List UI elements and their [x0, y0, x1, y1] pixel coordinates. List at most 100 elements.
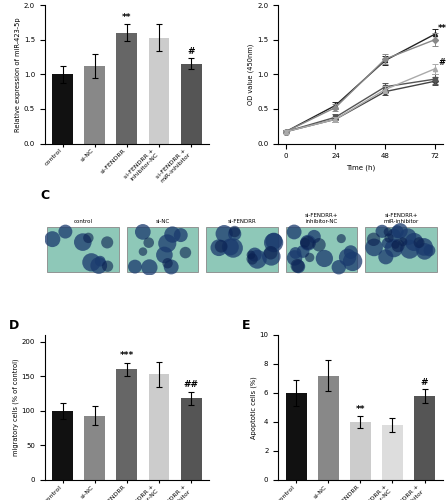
Point: [371, 244, 378, 252]
Point: [384, 228, 392, 236]
Point: [231, 228, 238, 235]
si-FENDRR + inhibitor-NC: [283, 129, 288, 135]
si-FENDRR: [432, 31, 438, 37]
control: [283, 129, 288, 135]
Text: ##: ##: [184, 380, 198, 390]
Point: [395, 242, 402, 250]
Text: A: A: [8, 0, 18, 2]
Point: [227, 243, 234, 251]
Text: E: E: [242, 319, 250, 332]
Bar: [414, 396, 435, 480]
Bar: [117, 370, 137, 480]
Point: [410, 238, 417, 246]
Point: [139, 228, 147, 236]
Point: [270, 237, 278, 245]
Text: **: **: [122, 12, 132, 22]
Bar: [365, 227, 437, 272]
si-FENDRR + miR-inhibitor: [432, 66, 438, 71]
Y-axis label: migratory cells (% of control): migratory cells (% of control): [12, 358, 19, 456]
Point: [182, 248, 189, 256]
Point: [301, 239, 308, 247]
Point: [164, 240, 171, 248]
Bar: [47, 227, 119, 272]
Point: [146, 264, 153, 272]
Point: [267, 248, 274, 256]
Point: [405, 232, 412, 240]
Point: [390, 232, 397, 239]
Point: [88, 258, 95, 266]
Point: [249, 255, 256, 263]
control: [333, 116, 338, 122]
Bar: [206, 227, 278, 272]
Text: si-FENDRR+
miR-inhibitor: si-FENDRR+ miR-inhibitor: [384, 213, 419, 224]
Point: [79, 238, 86, 246]
Point: [164, 259, 171, 267]
Point: [306, 254, 313, 262]
Point: [169, 230, 176, 238]
Point: [316, 241, 323, 249]
control: [432, 78, 438, 84]
si-FENDRR + miR-inhibitor: [383, 86, 388, 92]
Point: [392, 241, 399, 249]
Bar: [84, 416, 105, 480]
Bar: [181, 398, 202, 480]
Bar: [181, 64, 202, 144]
Text: si-NC: si-NC: [156, 219, 169, 224]
control: [383, 88, 388, 94]
Bar: [350, 422, 371, 480]
Point: [131, 262, 139, 270]
Point: [304, 239, 312, 247]
Point: [321, 254, 328, 262]
Point: [421, 243, 428, 251]
Text: **: **: [355, 406, 365, 414]
Point: [382, 253, 389, 261]
Point: [49, 235, 56, 243]
Line: si-FENDRR + inhibitor-NC: si-FENDRR + inhibitor-NC: [283, 38, 437, 134]
Point: [426, 246, 433, 254]
Point: [251, 250, 258, 258]
Point: [247, 251, 254, 259]
Point: [215, 244, 223, 252]
Y-axis label: Relative expression of miR-423-5p: Relative expression of miR-423-5p: [15, 17, 21, 132]
si-FENDRR: [383, 58, 388, 64]
si-FENDRR: [283, 129, 288, 135]
Point: [344, 254, 351, 262]
si-FENDRR + miR-inhibitor: [283, 129, 288, 135]
Point: [230, 244, 237, 252]
Point: [218, 242, 225, 250]
si-FENDRR + inhibitor-NC: [383, 56, 388, 62]
Point: [168, 263, 175, 271]
Point: [416, 238, 423, 246]
Point: [139, 248, 147, 256]
Point: [97, 257, 104, 265]
Bar: [318, 376, 339, 480]
Line: control: control: [283, 79, 437, 134]
Point: [304, 239, 312, 247]
si-NC: [432, 76, 438, 82]
Point: [294, 262, 301, 270]
si-FENDRR + inhibitor-NC: [333, 104, 338, 110]
Point: [349, 258, 356, 266]
Point: [337, 234, 345, 242]
Bar: [382, 425, 403, 480]
Text: **: **: [438, 24, 447, 32]
Bar: [127, 227, 198, 272]
Text: #: #: [438, 58, 445, 68]
Point: [396, 227, 404, 235]
Point: [95, 262, 102, 270]
Point: [161, 251, 168, 259]
Y-axis label: Apoptotic cells (%): Apoptotic cells (%): [250, 376, 257, 439]
Point: [104, 262, 111, 270]
si-FENDRR + inhibitor-NC: [432, 36, 438, 43]
Point: [311, 232, 318, 240]
Point: [394, 228, 401, 235]
Point: [390, 244, 397, 252]
Point: [406, 245, 413, 253]
Text: ***: ***: [120, 352, 134, 360]
Point: [254, 256, 261, 264]
Text: B: B: [249, 0, 258, 2]
Bar: [286, 393, 307, 480]
Text: C: C: [41, 190, 50, 202]
Line: si-NC: si-NC: [283, 77, 437, 134]
Bar: [52, 74, 73, 144]
